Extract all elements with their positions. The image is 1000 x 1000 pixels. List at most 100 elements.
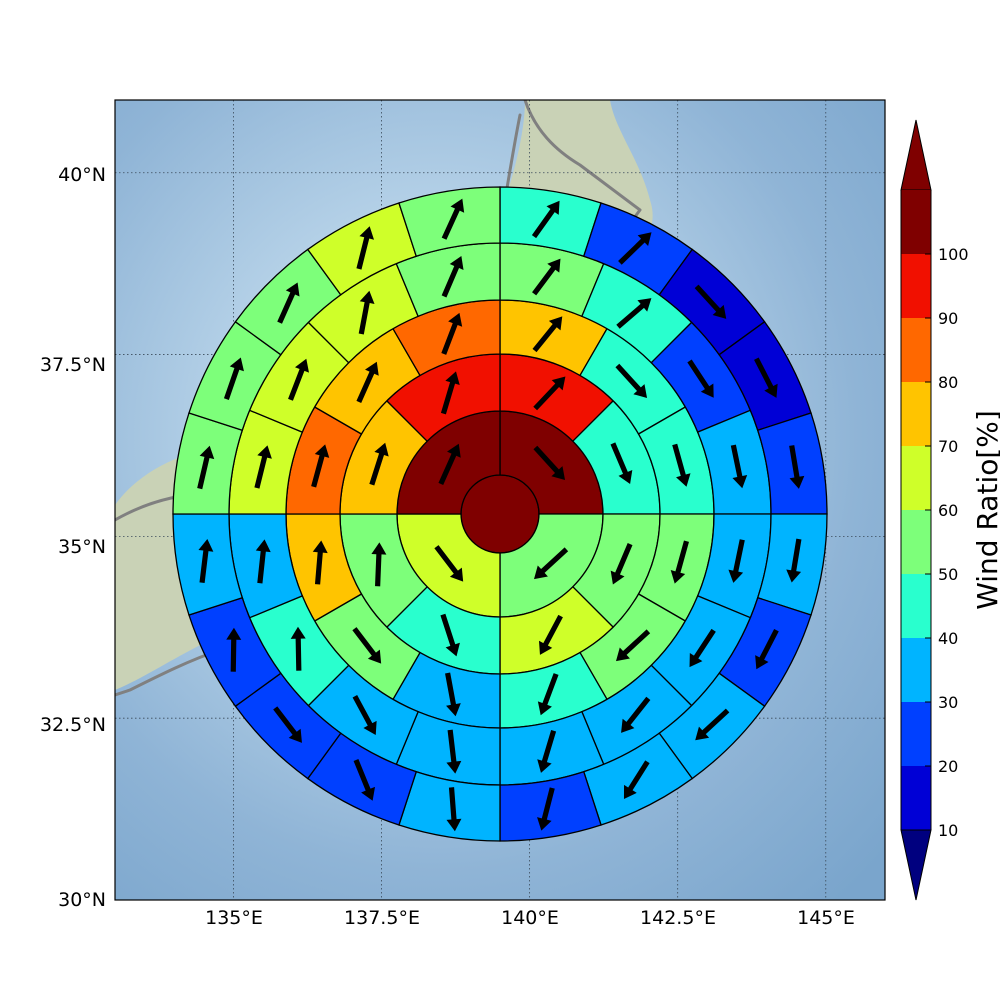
wind-arrow bbox=[695, 708, 730, 741]
axes-frame bbox=[114, 99, 886, 901]
wind-arrow bbox=[352, 694, 377, 735]
wind-arrow bbox=[532, 258, 561, 296]
wind-arrow bbox=[694, 284, 727, 319]
wind-arrow bbox=[534, 547, 569, 580]
wind-arrow bbox=[312, 540, 328, 585]
wind-arrow bbox=[358, 290, 375, 335]
wind-arrow bbox=[369, 442, 389, 486]
x-tick-label: 135°E bbox=[205, 907, 263, 929]
wind-arrow bbox=[434, 545, 464, 582]
colorbar-swatch bbox=[901, 510, 931, 574]
wind-arrow bbox=[440, 613, 460, 657]
wind-arrow bbox=[728, 539, 745, 583]
wind-arrow bbox=[255, 539, 271, 584]
colorbar-label: Wind Ratio[%] bbox=[971, 410, 1000, 610]
ratio-sectors bbox=[172, 186, 828, 842]
y-axis-ticks: 30°N 32.5°N 35°N 37.5°N 40°N bbox=[40, 164, 106, 911]
wind-arrow bbox=[356, 226, 375, 270]
colorbar-tick-label: 40 bbox=[938, 629, 958, 648]
wind-arrow bbox=[537, 673, 559, 716]
colorbar-swatch bbox=[901, 318, 931, 382]
wind-arrow bbox=[533, 445, 566, 481]
colorbar-tick-label: 30 bbox=[938, 693, 958, 712]
wind-arrow bbox=[754, 357, 778, 398]
x-tick-label: 145°E bbox=[797, 907, 855, 929]
wind-arrow bbox=[786, 538, 802, 583]
wind-arrow bbox=[610, 543, 633, 585]
wind-arrow bbox=[445, 672, 461, 717]
colorbar-tick-label: 10 bbox=[938, 821, 958, 840]
wind-arrow bbox=[226, 627, 242, 672]
wind-arrow bbox=[254, 445, 272, 489]
y-tick-label: 30°N bbox=[58, 889, 106, 911]
wind-arrow bbox=[615, 363, 648, 399]
wind-arrow bbox=[223, 357, 244, 400]
wind-arrow bbox=[687, 359, 714, 398]
wind-arrow bbox=[438, 443, 461, 485]
x-axis-ticks: 135°E 137.5°E 140°E 142.5°E 145°E bbox=[205, 907, 855, 929]
colorbar-tick-label: 80 bbox=[938, 373, 958, 392]
wind-arrow bbox=[621, 696, 651, 733]
wind-arrow bbox=[537, 729, 557, 773]
wind-arrows bbox=[197, 198, 805, 832]
colorbar-swatch bbox=[901, 446, 931, 510]
x-tick-label: 142.5°E bbox=[640, 907, 716, 929]
wind-arrow bbox=[532, 316, 563, 353]
colorbar-swatch bbox=[901, 382, 931, 446]
x-tick-label: 137.5°E bbox=[344, 907, 420, 929]
y-tick-label: 37.5°N bbox=[40, 354, 106, 376]
colorbar-swatch bbox=[901, 766, 931, 830]
wind-arrow bbox=[610, 442, 633, 484]
wind-arrow bbox=[440, 371, 460, 415]
colorbar-swatch bbox=[901, 702, 931, 766]
colorbar: 10 20 30 40 50 60 70 80 90 100 Wind Ratio[%] bbox=[900, 119, 1000, 901]
wind-arrow bbox=[672, 443, 691, 487]
wind-arrow bbox=[616, 629, 651, 662]
x-tick-label: 140°E bbox=[501, 907, 559, 929]
wind-arrow bbox=[538, 614, 563, 655]
colorbar-over-extension bbox=[900, 119, 932, 191]
wind-arrow bbox=[371, 542, 387, 587]
y-tick-label: 32.5°N bbox=[40, 714, 106, 736]
wind-arrow bbox=[288, 358, 309, 401]
wind-arrow bbox=[273, 706, 302, 743]
wind-arrow bbox=[353, 759, 376, 801]
wind-arrow bbox=[446, 787, 462, 832]
wind-arrow bbox=[755, 628, 779, 670]
wind-arrow bbox=[356, 361, 379, 403]
wind-arrow bbox=[441, 255, 464, 298]
wind-arrow bbox=[441, 312, 463, 355]
wind-arrow bbox=[441, 198, 465, 240]
colorbar-tick-label: 60 bbox=[938, 501, 958, 520]
y-tick-label: 40°N bbox=[58, 164, 106, 186]
wind-arrow bbox=[730, 444, 748, 489]
wind-arrow bbox=[197, 445, 215, 490]
wind-arrow bbox=[198, 538, 214, 583]
wind-arrow bbox=[623, 760, 650, 800]
wind-arrow bbox=[352, 627, 382, 664]
colorbar-tick-label: 50 bbox=[938, 565, 958, 584]
colorbar-swatch bbox=[901, 638, 931, 702]
wind-arrow bbox=[533, 376, 566, 411]
y-tick-label: 35°N bbox=[58, 536, 106, 558]
wind-arrow bbox=[616, 298, 652, 329]
wind-arrow bbox=[531, 200, 560, 239]
wind-arrow bbox=[789, 445, 805, 489]
wind-arrow bbox=[446, 729, 462, 774]
colorbar-tick-label: 90 bbox=[938, 309, 958, 328]
wind-arrow bbox=[290, 626, 306, 671]
wind-arrow bbox=[537, 787, 555, 831]
wind-arrow bbox=[277, 282, 300, 324]
colorbar-tick-label: 70 bbox=[938, 437, 958, 456]
wind-arrow bbox=[618, 232, 652, 265]
wind-arrow bbox=[670, 540, 689, 584]
wind-arrow bbox=[311, 444, 330, 488]
colorbar-tick-label: 20 bbox=[938, 757, 958, 776]
colorbar-swatch bbox=[901, 190, 931, 254]
colorbar-swatch bbox=[901, 574, 931, 638]
colorbar-swatch bbox=[901, 254, 931, 318]
colorbar-tick-label: 100 bbox=[938, 245, 969, 264]
wind-arrow bbox=[689, 628, 716, 668]
colorbar-under-extension bbox=[900, 829, 932, 901]
